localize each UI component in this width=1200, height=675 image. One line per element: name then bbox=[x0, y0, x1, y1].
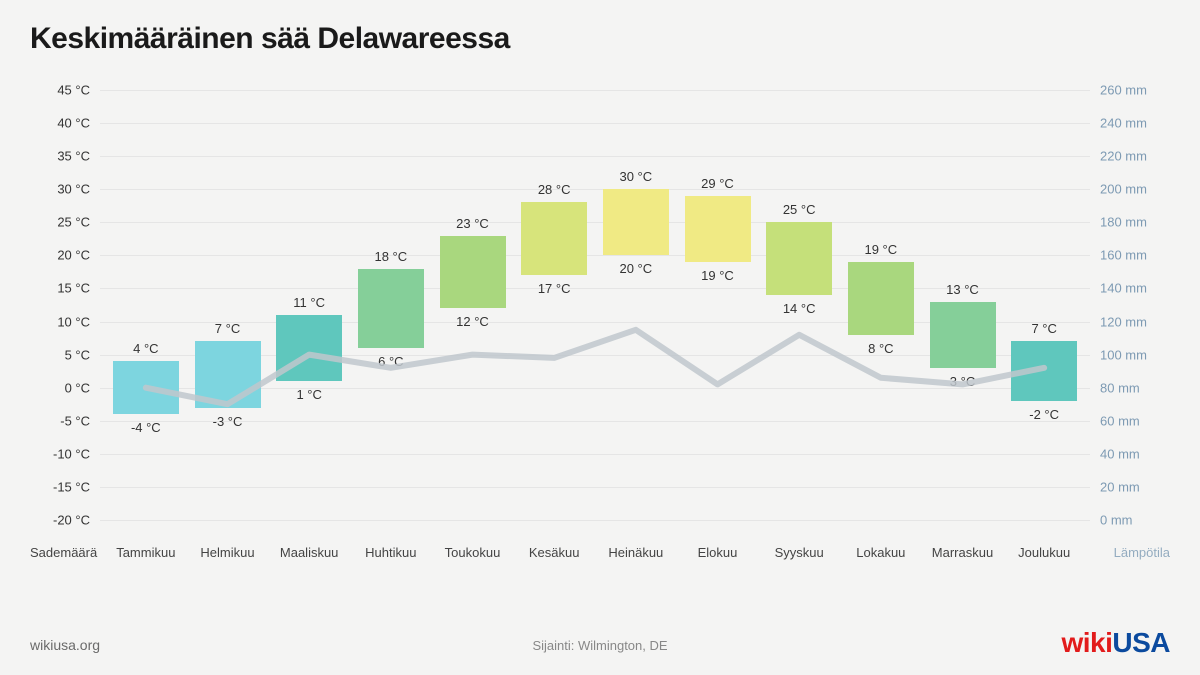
page-title: Keskimääräinen sää Delawareessa bbox=[30, 22, 510, 56]
logo-usa: USA bbox=[1112, 627, 1170, 658]
axis-label-right: Lämpötila bbox=[1114, 545, 1170, 560]
footer-site: wikiusa.org bbox=[30, 637, 100, 653]
logo-wiki: wiki bbox=[1061, 627, 1112, 658]
precip-line bbox=[30, 80, 1170, 580]
footer-location: Sijainti: Wilmington, DE bbox=[532, 638, 667, 653]
footer-logo: wikiUSA bbox=[1061, 627, 1170, 659]
climate-chart: -20 °C-15 °C-10 °C-5 °C0 °C5 °C10 °C15 °… bbox=[30, 80, 1170, 580]
axis-label-left: Sademäärä bbox=[30, 545, 97, 560]
